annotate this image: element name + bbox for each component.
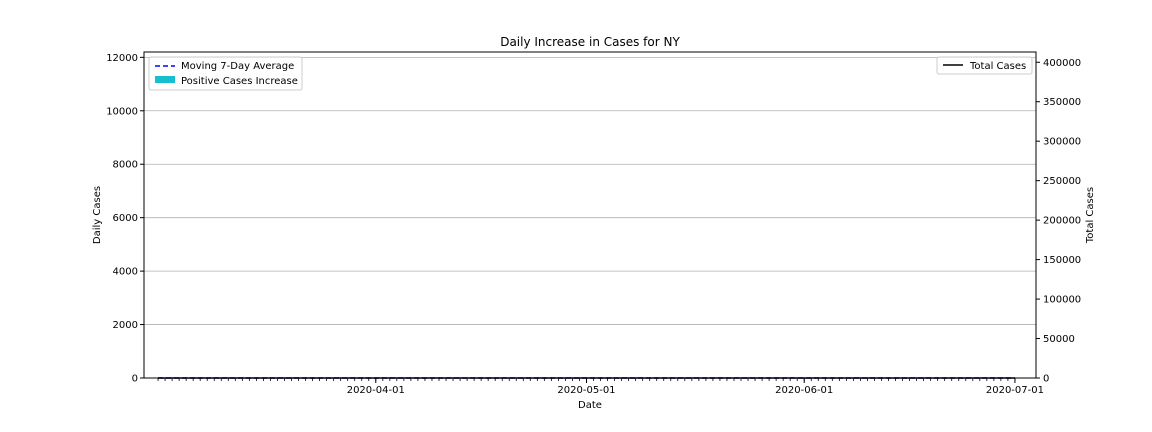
axis-ticks: 0 2000 4000 6000 8000 10000 12000 0 50000 100000 1…: [106, 53, 1081, 396]
y2-tick-label: 400000: [1043, 58, 1081, 69]
legend-cases-increase-label: Positive Cases Increase: [181, 76, 298, 87]
legend-moving-average-label: Moving 7-Day Average: [181, 61, 294, 72]
grid-lines: [144, 56, 1036, 325]
y-tick-label: 12000: [106, 53, 138, 64]
x-tick-label: 2020-06-01: [775, 385, 833, 396]
y-tick-label: 2000: [113, 320, 138, 331]
y2-tick-label: 50000: [1043, 334, 1075, 345]
y-tick-label: 8000: [113, 160, 138, 171]
legend-right-box: [936, 56, 1033, 75]
y2-tick-label: 300000: [1043, 137, 1081, 148]
y2-tick-label: 200000: [1043, 216, 1081, 227]
y2-tick-label: 100000: [1043, 295, 1081, 306]
y-tick-label: 10000: [106, 106, 138, 117]
y-tick-label: 4000: [113, 267, 138, 278]
plot-frame: [143, 51, 1037, 379]
y-tick-label: 0: [132, 374, 138, 385]
y2-axis-label: Total Cases: [1085, 187, 1096, 244]
y2-tick-label: 0: [1043, 374, 1049, 385]
legend-total-label: Total Cases: [969, 61, 1026, 72]
y-tick-label: 6000: [113, 213, 138, 224]
x-tick-label: 2020-04-01: [347, 385, 405, 396]
y2-tick-label: 350000: [1043, 97, 1081, 108]
legend-cases-increase-swatch: [155, 76, 175, 83]
x-axis-label: Date: [578, 400, 602, 411]
legend-left: Moving 7-Day Average Positive Cases Incr…: [148, 56, 303, 91]
x-tick-label: 2020-07-01: [986, 385, 1044, 396]
legend-right: Total Cases: [936, 56, 1033, 75]
y2-tick-label: 250000: [1043, 176, 1081, 187]
x-tick-label: 2020-05-01: [557, 385, 615, 396]
y-axis-label: Daily Cases: [92, 186, 103, 244]
legend-left-box: [148, 56, 303, 91]
y2-tick-label: 150000: [1043, 255, 1081, 266]
chart-title: Daily Increase in Cases for NY: [500, 35, 680, 49]
